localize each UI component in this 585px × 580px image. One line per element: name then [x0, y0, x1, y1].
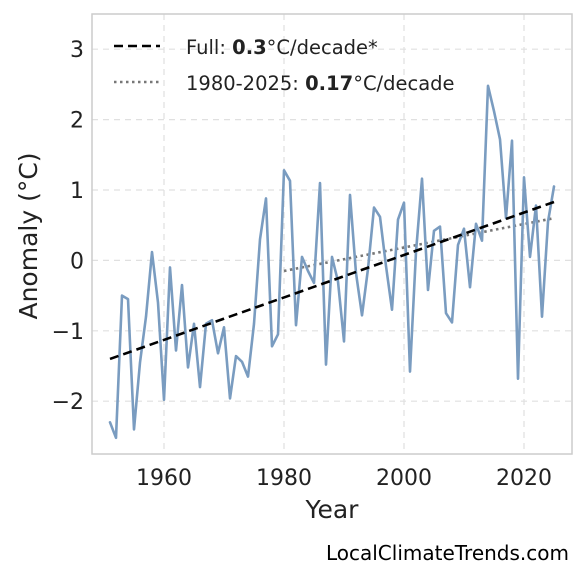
y-tick-label: −1 — [52, 320, 84, 345]
trend-lines — [283, 216, 555, 273]
legend-label-recent: 1980-2025: 0.17°C/decade — [186, 72, 455, 95]
x-tick-label: 1960 — [136, 466, 192, 491]
y-tick-label: 3 — [70, 38, 84, 63]
y-tick-label: −2 — [52, 390, 84, 415]
trend-line-recent — [283, 216, 555, 273]
y-axis-label: Anomaly (°C) — [14, 152, 43, 319]
y-tick-label: 0 — [70, 249, 84, 274]
site-credit: LocalClimateTrends.com — [326, 541, 569, 565]
anomaly-series-line — [108, 84, 556, 440]
y-tick-label: 2 — [70, 109, 84, 134]
y-tick-label: 1 — [70, 179, 84, 204]
series-lines — [108, 84, 556, 440]
x-axis-label: Year — [305, 495, 360, 524]
legend-label-full: Full: 0.3°C/decade* — [186, 36, 378, 59]
x-tick-label: 2000 — [376, 466, 432, 491]
trend-line-full — [109, 200, 555, 361]
y-tick-labels: −2 −1 0 1 2 3 — [52, 38, 84, 415]
legend: Full: 0.3°C/decade* 1980-2025: 0.17°C/de… — [114, 36, 455, 95]
plot-frame — [91, 13, 573, 455]
x-tick-label: 2020 — [496, 466, 552, 491]
x-tick-labels: 1960 1980 2000 2020 — [136, 466, 552, 491]
x-tick-label: 1980 — [256, 466, 312, 491]
